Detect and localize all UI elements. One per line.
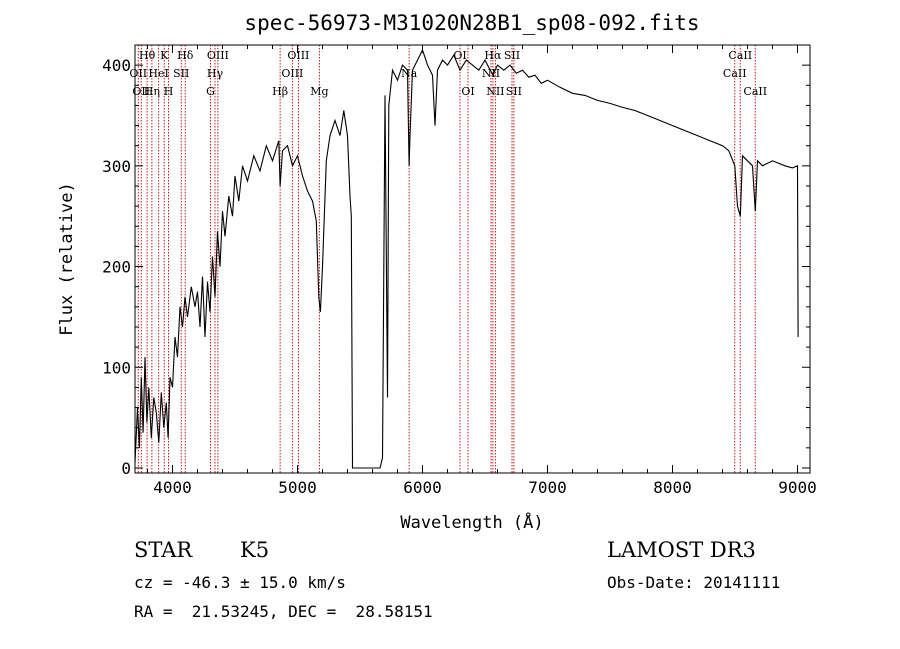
chart-title: spec-56973-M31020N28B1_sp08-092.fits (244, 11, 699, 35)
x-tick-label: 8000 (653, 478, 692, 497)
line-label: CaII (728, 49, 752, 62)
line-label: Hδ (177, 49, 194, 62)
line-label: H (164, 85, 174, 98)
x-axis-label: Wavelength (Å) (400, 511, 543, 533)
line-label: SII (173, 67, 189, 80)
line-label: Hη (144, 85, 160, 98)
line-label: Hγ (207, 67, 224, 80)
line-label: OIII (287, 49, 309, 62)
x-tick-label: 6000 (403, 478, 442, 497)
line-label: SII (504, 49, 520, 62)
line-label: Na (401, 67, 418, 80)
line-label: K (160, 49, 169, 62)
line-label: OII (132, 85, 150, 98)
line-label: Hα (484, 49, 502, 62)
line-label: Mg (310, 85, 328, 98)
line-label: OII (129, 67, 147, 80)
line-label: SII (506, 85, 522, 98)
line-label: NII (482, 67, 500, 80)
line-label: OIII (207, 49, 229, 62)
redshift-cz: cz = -46.3 ± 15.0 km/s (134, 573, 346, 592)
emission-line-markers (137, 45, 756, 473)
line-label: HeI (148, 67, 168, 80)
line-label: OI (453, 49, 466, 62)
line-label: Hβ (272, 85, 288, 98)
x-tick-label: 5000 (278, 478, 317, 497)
ra-dec: RA = 21.53245, DEC = 28.58151 (134, 602, 433, 621)
line-label: G (206, 85, 215, 98)
line-label: OI (461, 85, 474, 98)
y-tick-label: 300 (102, 157, 131, 176)
survey-name: LAMOST DR3 (607, 538, 756, 562)
flux-series-line (134, 48, 799, 469)
y-tick-label: 100 (102, 358, 131, 377)
x-tick-label: 4000 (153, 478, 192, 497)
line-label: NII (486, 85, 504, 98)
y-tick-label: 200 (102, 258, 131, 277)
y-tick-label: 400 (102, 56, 131, 75)
line-label: CaII (743, 85, 767, 98)
y-axis-label: Flux (relative) (57, 182, 77, 336)
y-tick-label: 0 (121, 459, 131, 478)
x-axis-ticks: 4000 5000 6000 7000 8000 9000 (147, 45, 817, 497)
line-labels: OII OII Hθ Hη HeI K H SII Hδ G Hγ OIII Hβ OIII OIII Mg N… (129, 49, 767, 98)
object-subclass: K5 (240, 538, 270, 562)
object-class: STAR (134, 538, 193, 562)
observation-date: Obs-Date: 20141111 (607, 573, 781, 592)
x-tick-label: 7000 (528, 478, 567, 497)
y-axis-ticks: 0 100 200 300 400 (102, 56, 810, 478)
axes-frame (134, 44, 811, 474)
line-label: OIII (281, 67, 303, 80)
line-label: CaII (723, 67, 747, 80)
x-tick-label: 9000 (778, 478, 817, 497)
line-label: Hθ (139, 49, 156, 62)
